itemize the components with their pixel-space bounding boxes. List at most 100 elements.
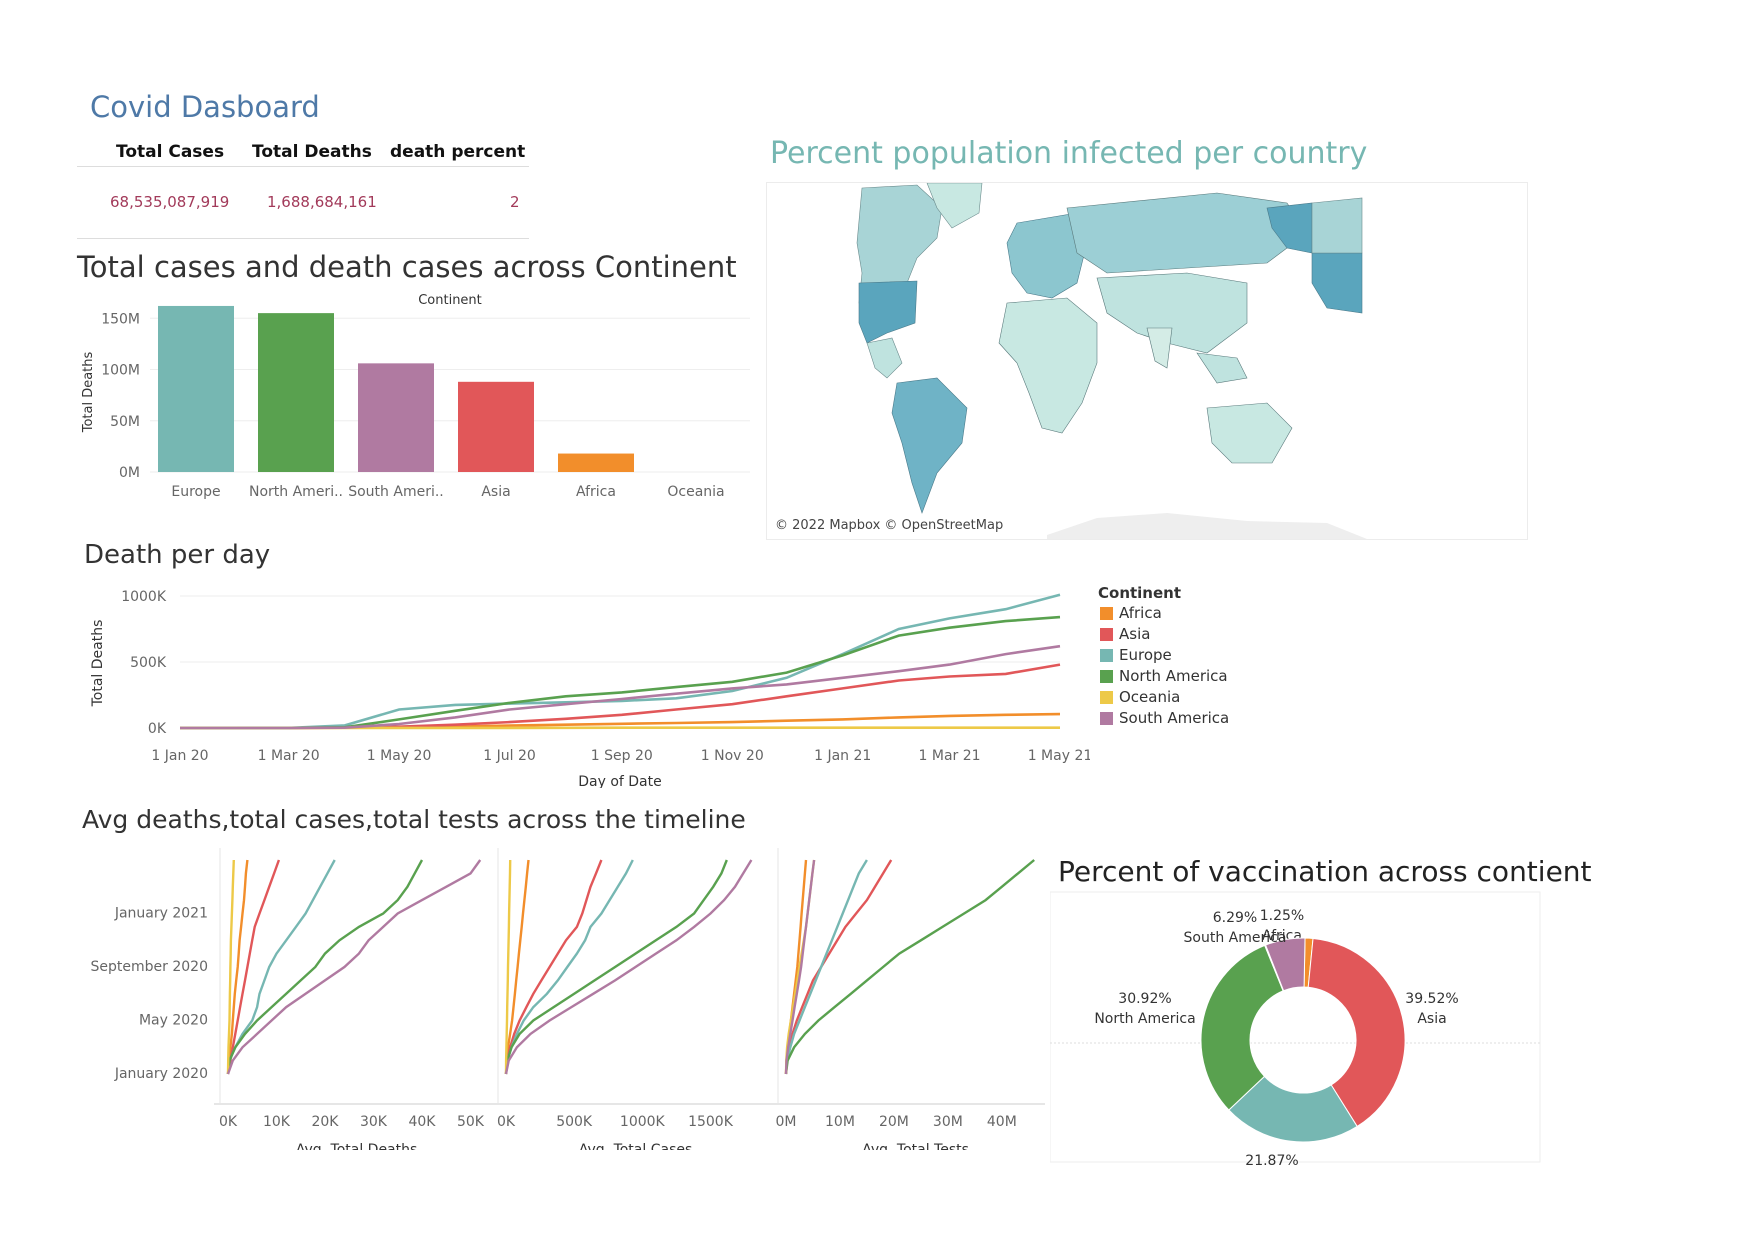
map-russia (1066, 192, 1308, 274)
legend-swatch (1100, 627, 1113, 641)
bar-y-tick: 50M (110, 414, 140, 430)
line-y-tick: 500K (130, 655, 167, 671)
legend-item-south-america[interactable]: South America (1100, 709, 1229, 727)
donut-slice-south-america (1264, 937, 1306, 992)
kpi-header-death-percent: death percent (390, 142, 526, 162)
death-per-day-chart: Total Deaths 0K 500K 1000K 1 Jan 20 1 Mar 20 1… (90, 589, 1090, 788)
line-x-tick: 1 Jan 21 (814, 748, 871, 764)
multi-x-tick: 20M (879, 1114, 909, 1130)
legend-item-europe[interactable]: Europe (1100, 646, 1172, 664)
multi-x-tick: 20K (311, 1114, 339, 1130)
bar-europe (158, 305, 234, 472)
legend-label: North America (1119, 667, 1228, 685)
line-x-tick: 1 Mar 21 (919, 748, 981, 764)
legend-item-africa[interactable]: Africa (1100, 604, 1162, 622)
bar-x-tick: Oceania (667, 484, 724, 500)
map-greenland (926, 183, 983, 229)
bar-asia (458, 381, 534, 472)
multi-x-tick: 1000K (620, 1114, 666, 1130)
bar-y-axis-label: Total Deaths (81, 351, 96, 433)
legend-item-asia[interactable]: Asia (1100, 625, 1150, 643)
multi-x-tick: 0K (219, 1114, 238, 1130)
map-credit: © 2022 Mapbox © OpenStreetMap (775, 518, 1004, 533)
legend-swatch (1100, 648, 1113, 662)
multi-x-tick: 40M (987, 1114, 1017, 1130)
dashboard-title: Covid Dasboard (90, 90, 320, 124)
legend-swatch (1100, 606, 1113, 620)
legend-swatch (1100, 711, 1113, 725)
multi-series-south-america (784, 859, 816, 1075)
multi-x-tick: 30K (360, 1114, 388, 1130)
line-series-asia (180, 663, 1061, 730)
map-canada-east (1311, 197, 1363, 254)
kpi-header-total-deaths: Total Deaths (252, 142, 372, 162)
bar-x-tick: North Ameri.. (249, 484, 343, 500)
multi-x-tick: 10M (825, 1114, 855, 1130)
legend-label: South America (1119, 709, 1230, 727)
legend-swatch (1100, 690, 1113, 704)
donut-label-value: 39.52% (1405, 991, 1458, 1007)
line-x-tick: 1 Nov 20 (701, 748, 764, 764)
multi-series-africa (504, 859, 530, 1075)
multi-x-tick: 50K (457, 1114, 485, 1130)
multi-series-asia (504, 859, 603, 1075)
legend-item-north-america[interactable]: North America (1100, 667, 1228, 685)
map-usa (858, 280, 918, 344)
donut-label-name: North America (1094, 1011, 1195, 1027)
map-antarctica (1047, 513, 1367, 539)
legend-label: Europe (1119, 646, 1172, 664)
multi-x-axis-label: Avg. Total Deaths (296, 1142, 418, 1150)
kpi-divider (77, 166, 529, 167)
multi-series-europe (226, 859, 336, 1075)
kpi-value-total-deaths: 1,688,684,161 (267, 193, 377, 211)
kpi-value-death-percent: 2 (510, 193, 520, 211)
legend-label: Asia (1119, 625, 1151, 643)
multi-y-tick: January 2020 (114, 1066, 208, 1082)
bar-header: Continent (418, 293, 482, 308)
multi-y-tick: January 2021 (114, 906, 208, 922)
multi-x-tick: 1500K (688, 1114, 734, 1130)
donut-slice-north-america (1200, 944, 1284, 1111)
donut-label-value: 21.87% (1245, 1153, 1298, 1169)
legend-label: Africa (1119, 604, 1162, 622)
line-y-tick: 1000K (121, 589, 167, 605)
multi-series-north-america (504, 859, 728, 1075)
multi-x-tick: 30M (933, 1114, 963, 1130)
line-series-south-america (180, 644, 1061, 730)
multi-x-tick: 40K (408, 1114, 436, 1130)
multi-y-tick: September 2020 (91, 959, 208, 975)
donut-label-value: 6.29% (1213, 910, 1257, 926)
bar-y-tick: 150M (101, 311, 140, 327)
multi-series-south-america (226, 859, 482, 1075)
map-alaska (1266, 202, 1313, 254)
map-mexico (866, 337, 903, 379)
multi-series-north-america (226, 859, 424, 1075)
multi-x-tick: 10K (263, 1114, 291, 1130)
line-chart-title: Death per day (84, 540, 271, 570)
bar-x-tick: Africa (576, 484, 616, 500)
donut-label-value: 1.25% (1260, 908, 1304, 924)
kpi-value-total-cases: 68,535,087,919 (110, 193, 230, 211)
map-india (1146, 327, 1173, 369)
map-africa (998, 297, 1098, 434)
world-map[interactable]: © 2022 Mapbox © OpenStreetMap (766, 182, 1528, 540)
legend-title: Continent (1098, 584, 1182, 602)
map-title: Percent population infected per country (770, 136, 1368, 171)
multi-chart-title: Avg deaths,total cases,total tests acros… (82, 805, 746, 834)
avg-timeline-chart: January 2020 May 2020 September 2020 Januar… (91, 848, 1045, 1150)
line-y-axis-label: Total Deaths (90, 620, 106, 708)
map-se-asia (1196, 352, 1248, 384)
legend-item-oceania[interactable]: Oceania (1100, 688, 1180, 706)
donut-title: Percent of vaccination across contient (1058, 855, 1592, 888)
multi-series-europe (504, 859, 634, 1075)
multi-x-tick: 500K (556, 1114, 593, 1130)
bar-north-america (258, 313, 334, 472)
multi-series-north-america (784, 859, 1035, 1075)
map-australia (1206, 402, 1293, 464)
kpi-header-total-cases: Total Cases (116, 142, 225, 162)
map-south-america (891, 377, 968, 514)
line-series-north-america (180, 615, 1061, 730)
line-series-europe (180, 593, 1061, 730)
bar-south-america (358, 363, 434, 472)
